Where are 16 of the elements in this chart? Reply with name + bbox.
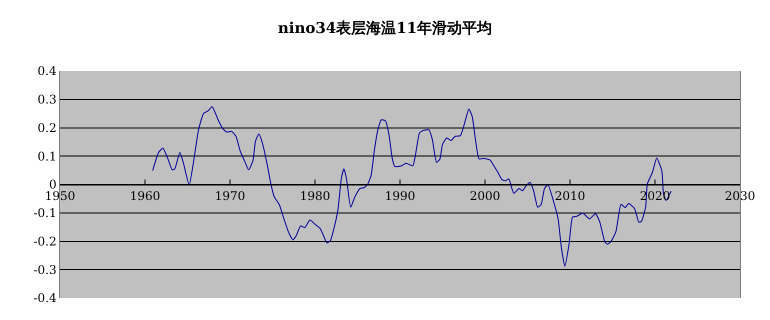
y-tick-label: -0.2: [33, 234, 57, 248]
y-tick-label: 0.1: [38, 149, 57, 164]
x-tick-label: 2000: [470, 188, 500, 203]
y-tick-label: 0.2: [38, 120, 57, 135]
x-tick-label: 2010: [554, 188, 586, 203]
x-tick-label: 1970: [214, 188, 246, 203]
y-tick-label: -0.4: [33, 291, 57, 306]
y-tick-label: -0.3: [33, 262, 57, 277]
x-tick-label: 1960: [130, 188, 160, 203]
y-tick-label: -0.1: [33, 206, 57, 220]
x-tick-label: 2030: [724, 188, 756, 203]
y-tick-label: 0.3: [38, 92, 57, 107]
x-tick-label: 1980: [300, 188, 330, 203]
x-tick-label: 1990: [384, 188, 416, 203]
y-tick-label: 0.4: [38, 64, 57, 78]
chart-title: nino34表层海温11年滑动平均: [278, 18, 492, 37]
